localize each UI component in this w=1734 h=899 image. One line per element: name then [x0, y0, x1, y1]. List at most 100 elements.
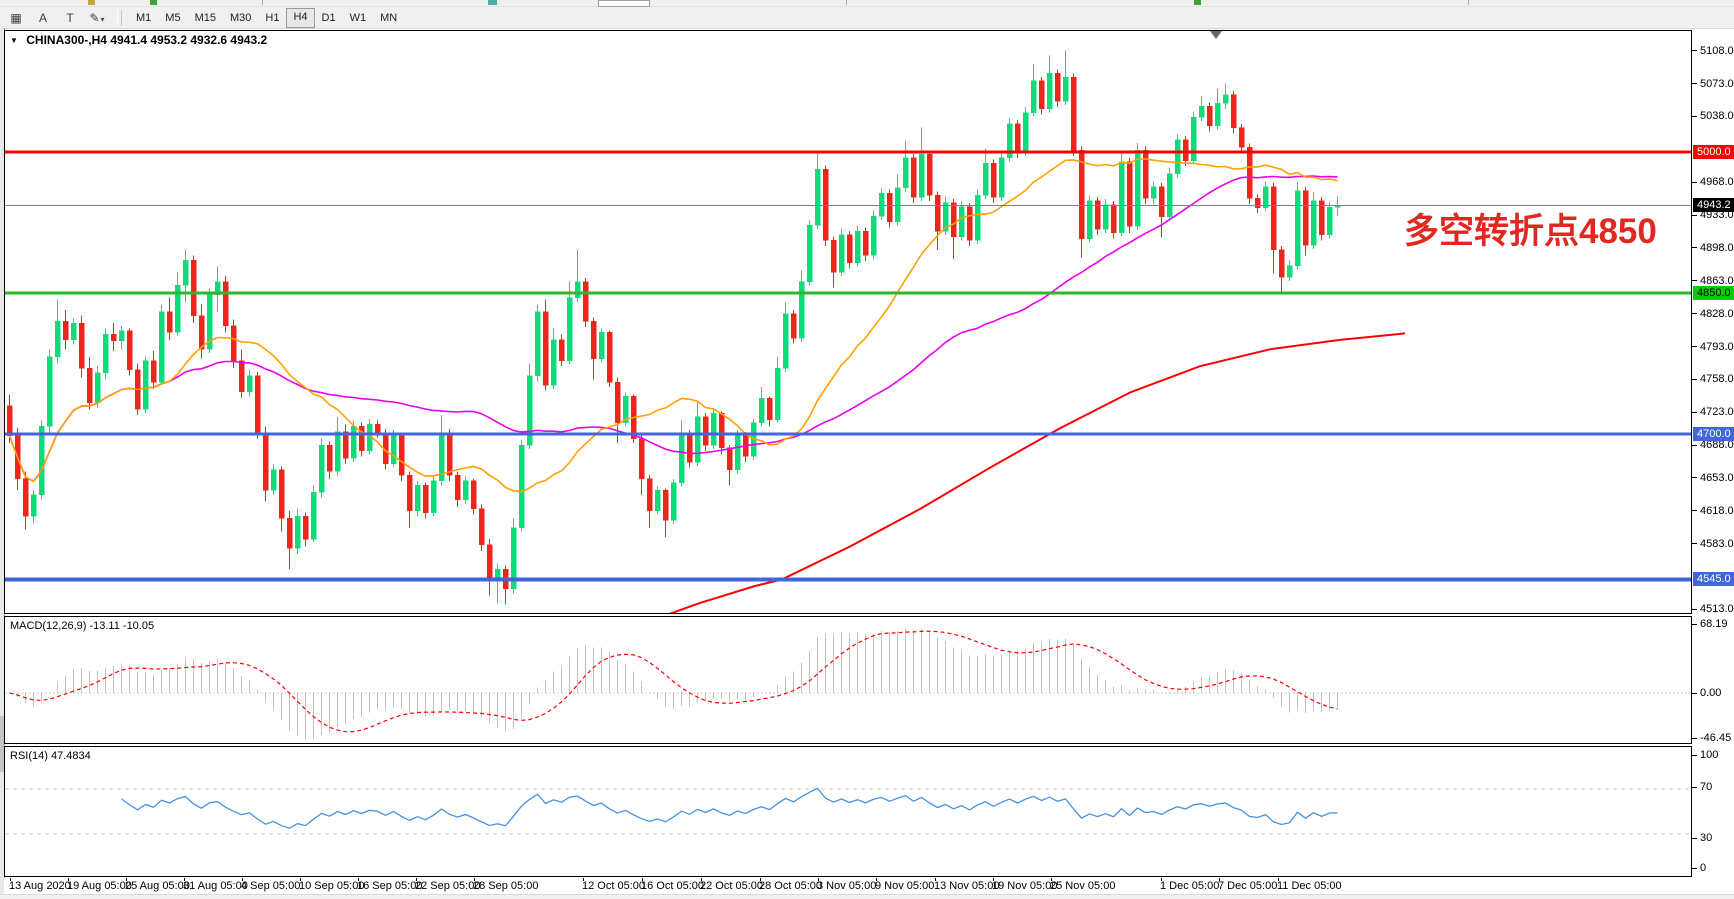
- price-level-tag: 4700.0: [1693, 426, 1734, 441]
- time-axis-label: 25 Nov 05:00: [1050, 880, 1116, 892]
- macd-chart[interactable]: [5, 617, 1691, 743]
- price-axis-label: 4863.0: [1700, 274, 1734, 287]
- time-axis-label: 13 Aug 2020: [9, 880, 71, 892]
- chart-annotation: 多空转折点4850: [1404, 212, 1657, 251]
- macd-axis-label: 0.00: [1700, 687, 1722, 699]
- time-axis: 13 Aug 2020 19 Aug 05:00 25 Aug 05:00 31 Au…: [4, 878, 1692, 894]
- time-axis-label: 3 Nov 05:00: [817, 880, 877, 892]
- colors-tool-icon[interactable]: ✎▾: [89, 10, 105, 25]
- time-tick: [993, 878, 994, 881]
- price-axis-label: 4828.0: [1700, 307, 1734, 320]
- timeframe-button-d1[interactable]: D1: [321, 11, 336, 24]
- price-axis-label: 4618.0: [1700, 504, 1734, 517]
- time-tick: [1278, 878, 1279, 881]
- rsi-axis-label: 70: [1700, 781, 1713, 793]
- price-level-tag: 5000.0: [1693, 145, 1734, 160]
- font-tool-icon[interactable]: A: [38, 10, 47, 25]
- price-axis-label: 4513.0: [1700, 603, 1734, 616]
- price-chart-panel[interactable]: [4, 30, 1692, 614]
- price-axis: 5108.0 5073.0 5038.0 4968.0 4933.0 4898.0 4863…: [1692, 30, 1734, 894]
- macd-indicator-label: MACD(12,26,9) -13.11 -10.05: [10, 620, 155, 632]
- price-axis-label: 4758.0: [1700, 373, 1734, 386]
- price-tick: [1692, 608, 1697, 610]
- chart-shift-marker-icon[interactable]: [1210, 31, 1222, 39]
- text-tool-icon[interactable]: T: [66, 10, 74, 25]
- macd-axis-label: 68.19: [1700, 618, 1728, 630]
- price-tick: [1692, 214, 1697, 216]
- price-axis-label: 4968.0: [1700, 176, 1734, 189]
- clipped-toolbar-fragment: [846, 0, 847, 5]
- time-tick: [416, 878, 417, 881]
- timeframe-button-m30[interactable]: M30: [229, 11, 252, 24]
- rsi-panel[interactable]: [4, 746, 1692, 877]
- rsi-tick: [1692, 837, 1697, 839]
- timeframe-button-mn[interactable]: MN: [380, 11, 398, 24]
- time-axis-label: 19 Aug 05:00: [67, 880, 132, 892]
- macd-panel[interactable]: [4, 616, 1692, 744]
- time-tick: [818, 878, 819, 881]
- price-tick: [1692, 411, 1697, 413]
- chart-toolbar: ▦ A T ✎▾ M1 M5 M15 M30 H1 H4 D1 W1 MN: [0, 7, 1734, 29]
- rsi-tick: [1692, 754, 1697, 756]
- timeframe-button-m15[interactable]: M15: [194, 11, 216, 24]
- timeframe-button-m5[interactable]: M5: [165, 11, 181, 24]
- clipped-toolbar-fragment: [88, 0, 95, 5]
- time-axis-label: 13 Nov 05:00: [934, 880, 1000, 892]
- time-axis-label: 22 Sep 05:00: [415, 880, 481, 892]
- price-axis-label: 4583.0: [1700, 537, 1734, 550]
- macd-tick: [1692, 623, 1697, 625]
- current-price-tag: 4943.2: [1693, 198, 1734, 213]
- timeframe-button-w1[interactable]: W1: [349, 11, 367, 24]
- time-tick: [583, 878, 584, 881]
- price-axis-label: 4688.0: [1700, 439, 1734, 452]
- price-tick: [1692, 543, 1697, 545]
- symbol-timeframe-label: CHINA300-,H4: [26, 33, 107, 47]
- time-tick: [300, 878, 301, 881]
- timeframe-button-h1[interactable]: H1: [265, 11, 280, 24]
- clipped-toolbar-fragment: [488, 0, 497, 5]
- time-axis-label: 16 Sep 05:00: [357, 880, 423, 892]
- symbol-dropdown-icon[interactable]: ▼: [10, 36, 18, 45]
- time-tick: [242, 878, 243, 881]
- price-level-tag: 4545.0: [1693, 572, 1734, 587]
- time-tick: [474, 878, 475, 881]
- time-tick: [935, 878, 936, 881]
- clipped-toolbar-fragment: [598, 0, 650, 7]
- time-axis-label: 16 Oct 05:00: [641, 880, 704, 892]
- timeframe-button-m1[interactable]: M1: [136, 11, 152, 24]
- clipped-toolbar-row: [0, 0, 1734, 7]
- time-axis-label: 28 Sep 05:00: [473, 880, 539, 892]
- price-tick: [1692, 280, 1697, 282]
- time-axis-label: 10 Sep 05:00: [299, 880, 365, 892]
- time-tick: [126, 878, 127, 881]
- time-tick: [184, 878, 185, 881]
- candlestick-chart[interactable]: [5, 31, 1691, 613]
- time-axis-label: 12 Oct 05:00: [582, 880, 645, 892]
- price-axis-label: 5038.0: [1700, 110, 1734, 123]
- price-axis-label: 4723.0: [1700, 406, 1734, 419]
- time-tick: [1161, 878, 1162, 881]
- time-axis-label: 28 Oct 05:00: [759, 880, 822, 892]
- grid-icon[interactable]: ▦: [10, 10, 22, 25]
- rsi-axis-label: 0: [1700, 862, 1707, 874]
- scrollbar-thumb[interactable]: [0, 716, 4, 772]
- macd-tick: [1692, 692, 1697, 694]
- time-tick: [1219, 878, 1220, 881]
- price-tick: [1692, 313, 1697, 315]
- price-tick: [1692, 115, 1697, 117]
- rsi-axis-label: 100: [1700, 749, 1719, 761]
- clipped-toolbar-fragment: [262, 0, 263, 5]
- time-axis-label: 19 Nov 05:00: [992, 880, 1058, 892]
- time-tick: [358, 878, 359, 881]
- price-tick: [1692, 477, 1697, 479]
- clipped-toolbar-fragment: [1468, 0, 1469, 5]
- timeframe-button-h4[interactable]: H4: [286, 7, 315, 28]
- time-axis-label: 9 Nov 05:00: [875, 880, 935, 892]
- rsi-indicator-label: RSI(14) 47.4834: [10, 750, 91, 762]
- time-tick: [68, 878, 69, 881]
- time-axis-label: 7 Dec 05:00: [1218, 880, 1278, 892]
- price-tick: [1692, 83, 1697, 85]
- price-tick: [1692, 346, 1697, 348]
- rsi-chart[interactable]: [5, 747, 1691, 876]
